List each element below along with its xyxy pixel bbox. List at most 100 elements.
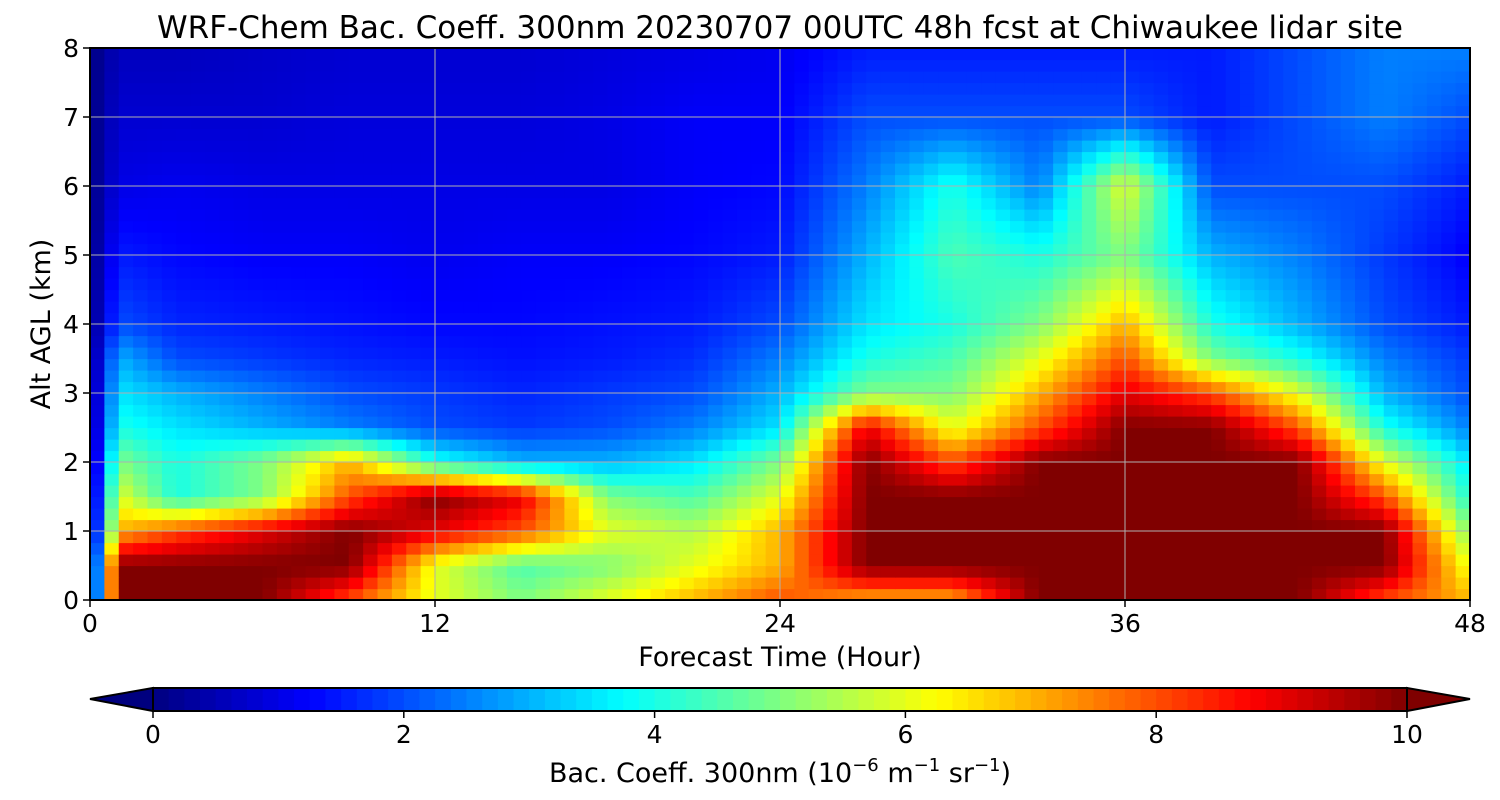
heatmap-cell [1383,439,1399,452]
heatmap-cell [90,140,105,153]
heatmap-cell [1225,462,1241,475]
heatmap-cell [550,82,565,95]
heatmap-cell [1096,404,1112,417]
heatmap-cell [1254,473,1270,486]
heatmap-cell [751,71,767,84]
heatmap-cell [1010,416,1025,429]
heatmap-cell [291,347,307,360]
heatmap-cell [1455,71,1471,84]
heatmap-cell [1398,82,1414,95]
heatmap-cell [1398,220,1414,233]
heatmap-cell [233,278,249,291]
heatmap-cell [1441,186,1457,199]
heatmap-cell [593,174,609,187]
heatmap-cell [1426,94,1442,107]
heatmap-cell [1455,151,1471,164]
heatmap-cell [966,324,982,337]
heatmap-cell [866,381,882,394]
colorbar-step [670,688,687,711]
heatmap-cell [1455,243,1471,256]
heatmap-cell [348,577,364,590]
heatmap-cell [262,335,278,348]
heatmap-cell [751,508,767,521]
heatmap-cell [1355,82,1370,95]
heatmap-cell [535,404,551,417]
heatmap-cell [650,358,666,371]
heatmap-cell [1225,243,1241,256]
heatmap-cell [1426,163,1442,176]
heatmap-cell [276,496,292,509]
heatmap-cell [1211,347,1227,360]
heatmap-cell [708,519,724,532]
heatmap-cell [535,312,551,325]
heatmap-cell [1254,531,1270,544]
heatmap-cell [1024,197,1040,210]
heatmap-cell [1398,301,1414,314]
heatmap-cell [1412,496,1428,509]
heatmap-cell [262,255,278,268]
heatmap-cell [1398,462,1414,475]
heatmap-cell [104,220,120,233]
heatmap-cell [1340,450,1356,463]
heatmap-cell [420,59,436,72]
heatmap-cell [521,220,537,233]
heatmap-cell [1254,266,1270,279]
heatmap-cell [851,151,867,164]
heatmap-cell [1153,335,1169,348]
heatmap-cell [1096,59,1112,72]
heatmap-cell [1398,347,1414,360]
heatmap-cell [133,496,149,509]
heatmap-cell [104,94,120,107]
heatmap-cell [147,105,163,118]
heatmap-cell [621,462,637,475]
y-tick-label: 7 [63,103,79,132]
heatmap-cell [1297,209,1313,222]
heatmap-cell [276,473,292,486]
heatmap-cell [1240,140,1255,153]
heatmap-cell [1283,94,1299,107]
heatmap-cell [219,427,235,440]
heatmap-cell [1369,232,1385,245]
heatmap-cell [521,358,537,371]
heatmap-cell [665,243,680,256]
heatmap-cell [449,312,465,325]
heatmap-cell [808,128,824,141]
heatmap-cell [1369,393,1385,406]
heatmap-cell [190,59,206,72]
heatmap-cell [305,82,321,95]
plot-area [89,47,1471,601]
heatmap-cell [133,450,149,463]
heatmap-cell [722,427,738,440]
heatmap-cell [995,301,1011,314]
heatmap-cell [205,117,220,130]
heatmap-cell [938,335,954,348]
heatmap-cell [305,59,321,72]
heatmap-cell [1297,462,1313,475]
heatmap-cell [1455,94,1471,107]
heatmap-cell [291,531,307,544]
heatmap-cell [420,577,436,590]
heatmap-cell [1355,312,1370,325]
heatmap-cell [377,358,393,371]
heatmap-cell [1010,519,1025,532]
heatmap-cell [794,370,810,383]
heatmap-cell [1441,94,1457,107]
heatmap-cell [1038,324,1054,337]
heatmap-cell [1024,105,1040,118]
heatmap-cell [449,140,465,153]
heatmap-cell [1369,416,1385,429]
heatmap-cell [1024,416,1040,429]
heatmap-cell [1326,128,1342,141]
heatmap-cell [1053,117,1069,130]
heatmap-cell [1455,358,1471,371]
heatmap-cell [665,370,680,383]
heatmap-cell [550,163,565,176]
heatmap-cell [334,565,350,578]
heatmap-cell [348,404,364,417]
heatmap-cell [1067,565,1083,578]
heatmap-cell [1053,450,1069,463]
heatmap-cell [219,232,235,245]
heatmap-cell [1168,496,1184,509]
heatmap-cell [334,278,350,291]
heatmap-cell [866,59,882,72]
